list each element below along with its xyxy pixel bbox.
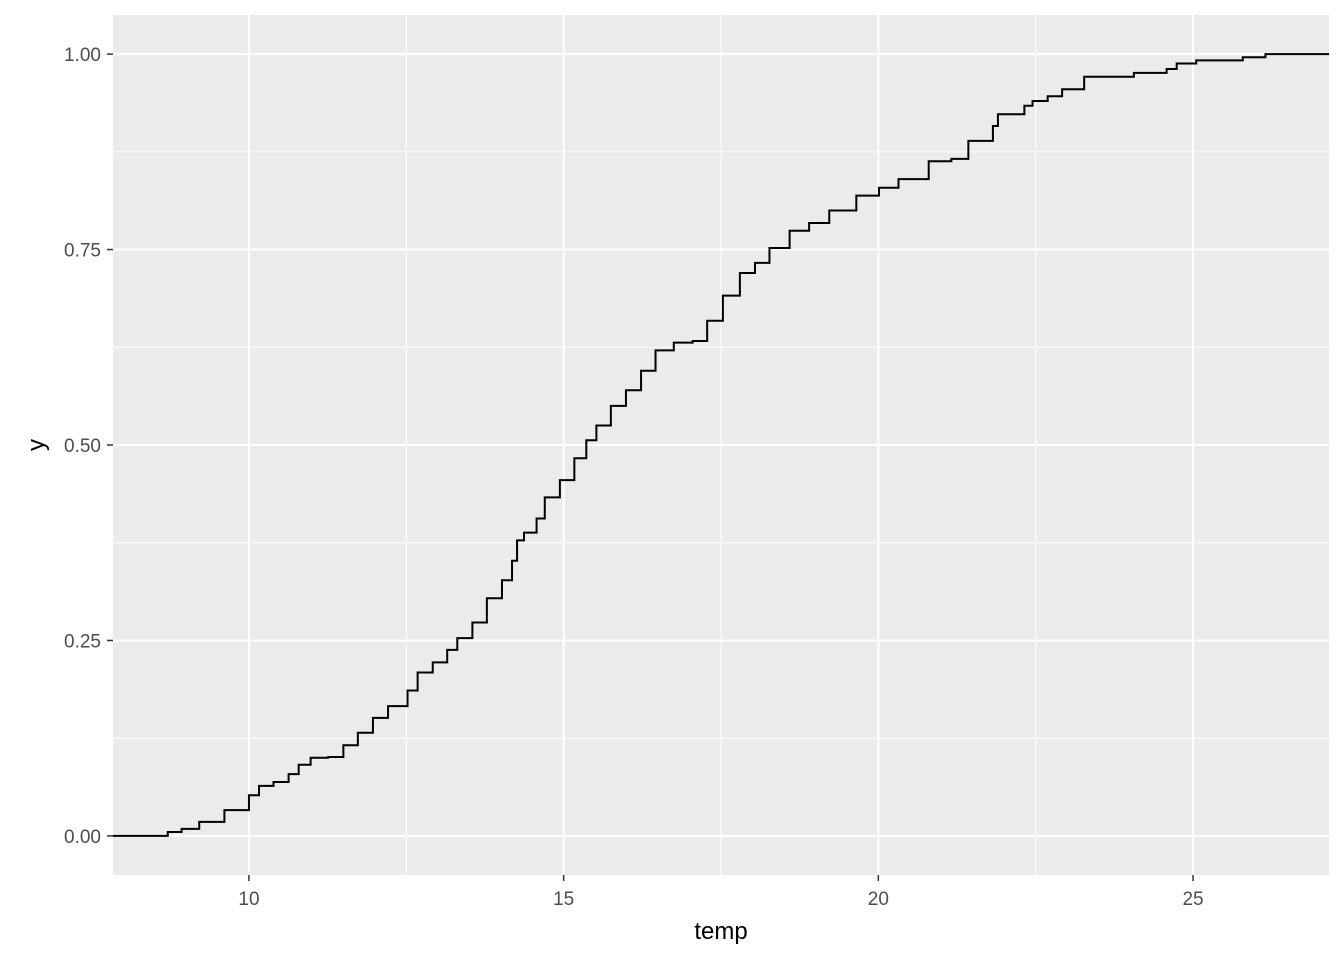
y-axis: 0.00 0.25 0.50 0.75 1.00 xyxy=(64,45,113,848)
x-tick-label: 20 xyxy=(868,889,889,910)
grid xyxy=(113,15,1329,875)
x-tick-label: 25 xyxy=(1182,889,1203,910)
x-axis-title: temp xyxy=(694,918,747,945)
y-tick-label: 0.00 xyxy=(64,827,101,848)
y-axis-title: y xyxy=(23,439,50,451)
y-tick-label: 0.75 xyxy=(64,241,101,262)
y-tick-label: 0.50 xyxy=(64,436,101,457)
y-tick-label: 0.25 xyxy=(64,631,101,652)
x-tick-label: 10 xyxy=(238,889,259,910)
y-tick-label: 1.00 xyxy=(64,45,101,66)
x-tick-label: 15 xyxy=(553,889,574,910)
x-axis: 10 15 20 25 xyxy=(238,875,1204,910)
ecdf-line xyxy=(113,53,1329,837)
